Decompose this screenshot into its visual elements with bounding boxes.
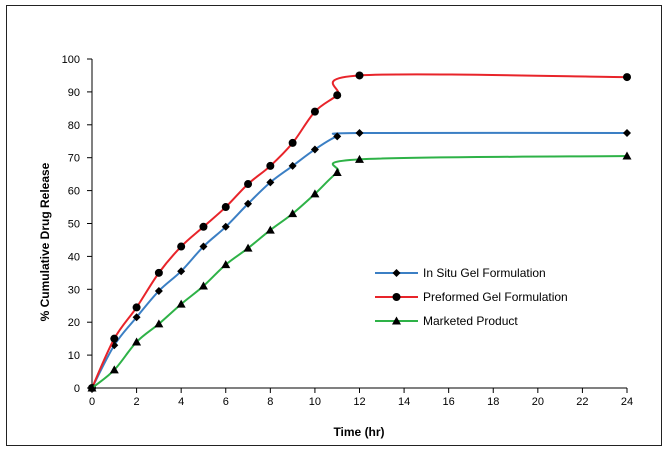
x-tick-label: 16 xyxy=(443,396,455,408)
data-point xyxy=(109,365,119,374)
data-point xyxy=(243,243,253,252)
data-point xyxy=(310,189,320,198)
y-tick-label: 90 xyxy=(68,87,80,99)
data-point xyxy=(623,73,631,82)
legend-label: Preformed Gel Formulation xyxy=(423,290,568,304)
data-point xyxy=(244,180,253,189)
data-point xyxy=(310,107,319,116)
legend: In Situ Gel Formulation Preformed Gel For… xyxy=(366,256,628,336)
data-point xyxy=(333,91,342,100)
data-point xyxy=(132,313,141,322)
x-tick-label: 12 xyxy=(353,396,365,408)
series-line xyxy=(91,73,628,389)
data-point xyxy=(288,161,297,170)
data-point xyxy=(288,209,298,218)
data-point xyxy=(221,260,231,269)
x-tick-label: 24 xyxy=(621,396,633,408)
series-layer xyxy=(87,71,632,392)
y-tick-label: 40 xyxy=(68,251,80,263)
y-tick-label: 20 xyxy=(68,317,80,329)
data-point xyxy=(332,168,342,177)
legend-label: In Situ Gel Formulation xyxy=(423,266,546,280)
data-point xyxy=(87,383,97,392)
data-point xyxy=(154,286,163,295)
data-point xyxy=(110,334,119,343)
x-tick-label: 22 xyxy=(576,396,588,408)
series-1 xyxy=(88,71,631,392)
data-point xyxy=(221,222,230,231)
x-tick-label: 20 xyxy=(532,396,544,408)
legend-marker xyxy=(392,293,401,301)
data-point xyxy=(355,129,364,138)
x-tick-label: 10 xyxy=(309,396,321,408)
data-point xyxy=(622,151,632,160)
data-point xyxy=(310,145,319,154)
data-point xyxy=(177,242,186,251)
y-tick-label: 30 xyxy=(68,284,80,296)
x-tick-label: 2 xyxy=(134,396,140,408)
legend-marker xyxy=(392,316,401,325)
x-tick-label: 0 xyxy=(89,396,95,408)
data-point xyxy=(355,154,364,163)
data-point xyxy=(132,337,142,346)
legend-label: Marketed Product xyxy=(423,314,518,328)
y-tick-label: 100 xyxy=(62,54,80,66)
x-tick-label: 6 xyxy=(223,396,229,408)
data-point xyxy=(199,222,208,231)
series-0 xyxy=(88,129,631,392)
x-tick-label: 14 xyxy=(398,396,410,408)
y-tick-label: 60 xyxy=(68,186,80,198)
y-tick-label: 70 xyxy=(68,153,80,165)
data-point xyxy=(177,267,186,276)
x-axis-title: Time (hr) xyxy=(333,425,384,439)
y-tick-label: 0 xyxy=(74,383,80,395)
data-point xyxy=(176,299,186,308)
y-tick-label: 10 xyxy=(68,350,80,362)
data-point xyxy=(154,268,163,277)
y-axis-title: % Cumulative Drug Release xyxy=(38,162,52,321)
data-point xyxy=(199,242,208,251)
data-point xyxy=(265,225,275,234)
data-point xyxy=(266,178,275,187)
data-point xyxy=(244,199,253,208)
data-point xyxy=(288,138,297,147)
x-tick-label: 8 xyxy=(267,396,273,408)
y-tick-label: 50 xyxy=(68,219,80,231)
x-tick-label: 18 xyxy=(487,396,499,408)
data-point xyxy=(154,319,164,328)
legend-marker xyxy=(392,269,401,277)
data-point xyxy=(355,71,364,80)
data-point xyxy=(333,132,342,141)
data-point xyxy=(132,303,141,312)
data-point xyxy=(623,129,631,138)
series-2 xyxy=(87,151,632,392)
y-tick-label: 80 xyxy=(68,120,80,132)
x-tick-label: 4 xyxy=(178,396,184,408)
data-point xyxy=(266,161,275,170)
data-point xyxy=(221,203,230,212)
data-point xyxy=(198,281,208,290)
